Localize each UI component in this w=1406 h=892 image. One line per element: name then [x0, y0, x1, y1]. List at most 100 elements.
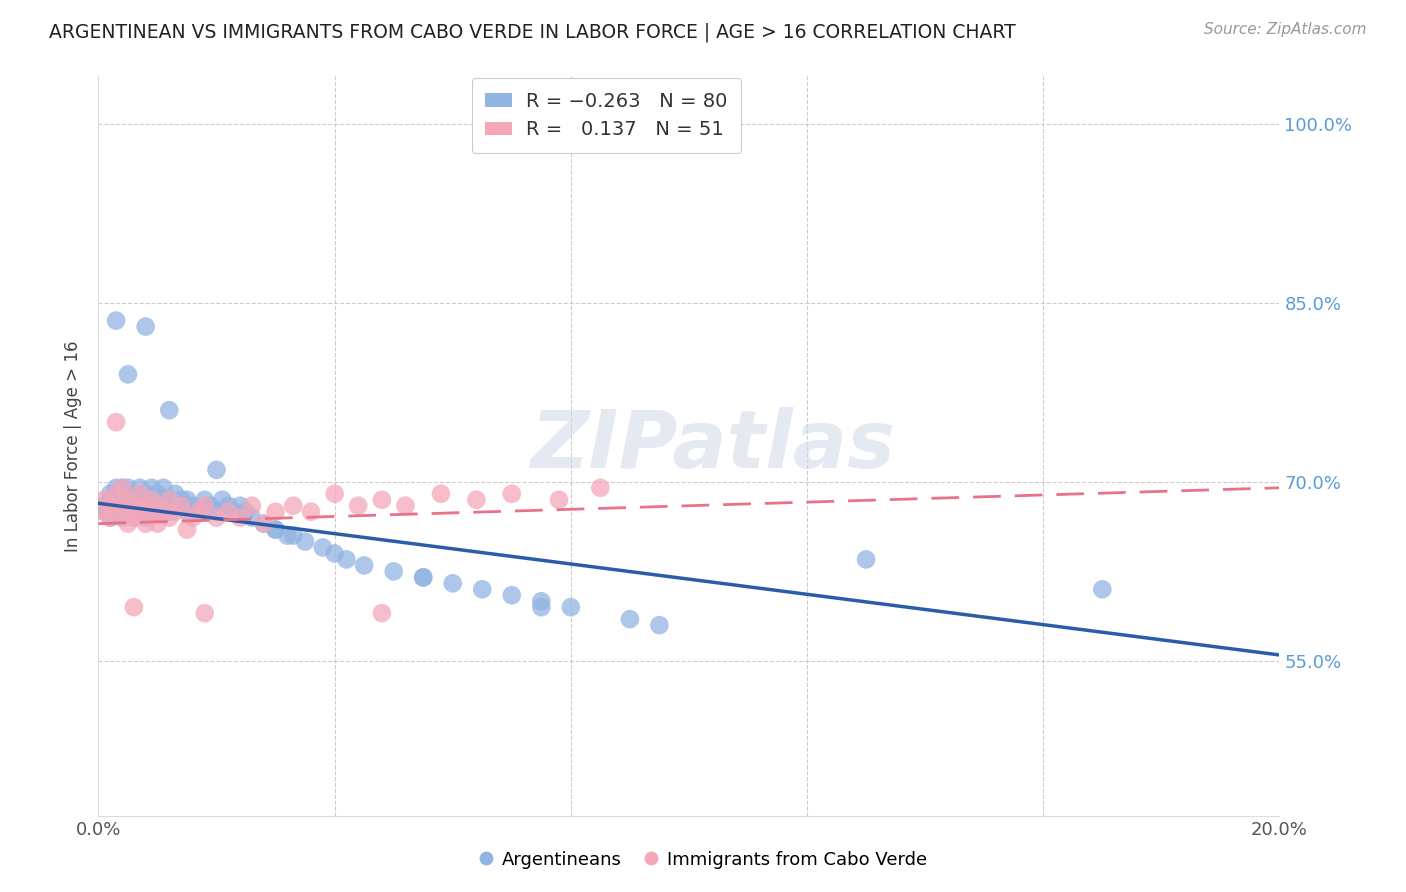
Point — [93, 499, 115, 513]
Point — [176, 523, 198, 537]
Point — [253, 516, 276, 531]
Point — [240, 499, 263, 513]
Point — [111, 487, 134, 501]
Point — [98, 499, 121, 513]
Point — [165, 487, 187, 501]
Point — [323, 487, 346, 501]
Point — [264, 505, 287, 519]
Point — [146, 499, 169, 513]
Point — [117, 505, 139, 519]
Point — [117, 516, 139, 531]
Point — [122, 499, 145, 513]
Point — [283, 528, 305, 542]
Point — [264, 523, 287, 537]
Point — [229, 499, 252, 513]
Point — [157, 510, 180, 524]
Point — [855, 552, 877, 566]
Point — [548, 492, 571, 507]
Point — [117, 492, 139, 507]
Point — [560, 600, 582, 615]
Point — [122, 492, 145, 507]
Point — [412, 570, 434, 584]
Point — [128, 499, 150, 513]
Point — [117, 499, 139, 513]
Point — [264, 523, 287, 537]
Point — [128, 505, 150, 519]
Point — [146, 505, 169, 519]
Point — [194, 492, 217, 507]
Point — [117, 487, 139, 501]
Point — [135, 492, 157, 507]
Point — [165, 499, 187, 513]
Point — [141, 505, 163, 519]
Point — [240, 510, 263, 524]
Point — [224, 505, 246, 519]
Point — [117, 505, 139, 519]
Point — [122, 499, 145, 513]
Point — [181, 510, 204, 524]
Point — [441, 576, 464, 591]
Point — [412, 570, 434, 584]
Point — [205, 510, 228, 524]
Point — [471, 582, 494, 597]
Point — [141, 505, 163, 519]
Point — [93, 492, 115, 507]
Point — [157, 505, 180, 519]
Point — [501, 487, 523, 501]
Point — [117, 368, 139, 382]
Point — [117, 481, 139, 495]
Point — [619, 612, 641, 626]
Point — [465, 492, 488, 507]
Point — [187, 505, 209, 519]
Point — [187, 505, 209, 519]
Point — [128, 487, 150, 501]
Point — [128, 481, 150, 495]
Point — [170, 499, 193, 513]
Point — [530, 594, 553, 608]
Point — [205, 463, 228, 477]
Point — [93, 505, 115, 519]
Point — [152, 492, 174, 507]
Point — [152, 481, 174, 495]
Point — [122, 510, 145, 524]
Point — [105, 415, 128, 429]
Point — [217, 499, 239, 513]
Point — [181, 499, 204, 513]
Y-axis label: In Labor Force | Age > 16: In Labor Force | Age > 16 — [65, 340, 83, 552]
Text: ARGENTINEAN VS IMMIGRANTS FROM CABO VERDE IN LABOR FORCE | AGE > 16 CORRELATION : ARGENTINEAN VS IMMIGRANTS FROM CABO VERD… — [49, 22, 1017, 42]
Point — [229, 510, 252, 524]
Point — [93, 505, 115, 519]
Point — [98, 510, 121, 524]
Point — [122, 600, 145, 615]
Legend: Argentineans, Immigrants from Cabo Verde: Argentineans, Immigrants from Cabo Verde — [471, 844, 935, 876]
Point — [501, 588, 523, 602]
Point — [217, 505, 239, 519]
Point — [98, 492, 121, 507]
Point — [157, 492, 180, 507]
Point — [105, 505, 128, 519]
Point — [589, 481, 612, 495]
Point — [111, 510, 134, 524]
Point — [371, 606, 394, 620]
Text: ZIPatlas: ZIPatlas — [530, 407, 896, 485]
Point — [135, 510, 157, 524]
Point — [105, 481, 128, 495]
Point — [283, 499, 305, 513]
Point — [128, 505, 150, 519]
Point — [105, 313, 128, 327]
Point — [105, 487, 128, 501]
Point — [146, 487, 169, 501]
Point — [430, 487, 453, 501]
Point — [135, 516, 157, 531]
Point — [205, 505, 228, 519]
Point — [122, 487, 145, 501]
Point — [323, 546, 346, 560]
Point — [111, 481, 134, 495]
Point — [141, 499, 163, 513]
Point — [135, 499, 157, 513]
Point — [122, 510, 145, 524]
Point — [347, 499, 370, 513]
Point — [353, 558, 375, 573]
Point — [105, 487, 128, 501]
Point — [648, 618, 671, 632]
